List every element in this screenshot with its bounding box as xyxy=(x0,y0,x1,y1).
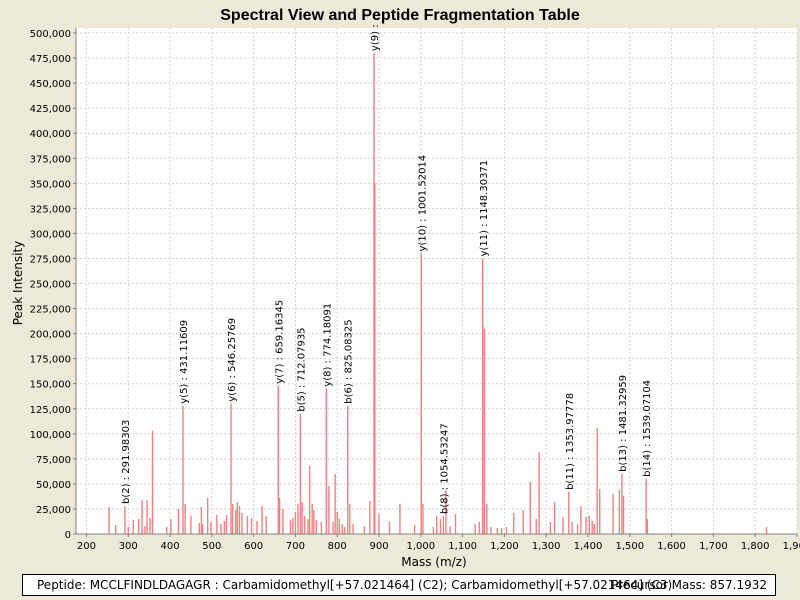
x-tick-label: 1,200 xyxy=(490,541,519,552)
peptide-sequence-text: Peptide: MCCLFINDLDAGAGR : Carbamidometh… xyxy=(37,578,673,592)
y-axis-label: Peak Intensity xyxy=(11,241,25,326)
y-tick-label: 500,000 xyxy=(30,29,71,40)
y-tick-label: 425,000 xyxy=(30,104,71,115)
grid-lines xyxy=(76,28,798,534)
y-tick-label: 225,000 xyxy=(30,305,71,316)
peptide-info-box: Peptide: MCCLFINDLDAGAGR : Carbamidometh… xyxy=(22,574,776,596)
y-tick-label: 250,000 xyxy=(30,280,71,291)
peak-bars xyxy=(108,53,768,534)
peak-annotation-label: b(5) : 712.07935 xyxy=(296,327,307,411)
peak-annotation-label: y(7) : 659.16345 xyxy=(274,300,285,384)
axes xyxy=(75,28,797,535)
peak-annotation-label: y(6) : 546.25769 xyxy=(227,318,238,402)
chart-title: Spectral View and Peptide Fragmentation … xyxy=(220,7,580,24)
x-tick-label: 1,700 xyxy=(699,541,728,552)
peak-annotation-label: b(14) : 1539.07104 xyxy=(642,380,653,477)
y-tick-label: 100,000 xyxy=(30,430,71,441)
x-tick-label: 700 xyxy=(286,541,305,552)
y-tick-label: 75,000 xyxy=(36,455,71,466)
peak-annotation-label: b(6) : 825.08325 xyxy=(344,319,355,403)
peak-annotation-label: b(13) : 1481.32959 xyxy=(618,375,629,472)
y-tick-label: 175,000 xyxy=(30,355,71,366)
peak-annotation-label: y(8) : 774.18091 xyxy=(322,303,333,387)
y-tick-labels: 0 25,000 50,000 75,000 100,000 125,000 150,000… xyxy=(30,29,76,541)
x-tick-label: 1,600 xyxy=(657,541,686,552)
y-tick-label: 0 xyxy=(65,530,71,541)
x-tick-label: 800 xyxy=(328,541,347,552)
y-tick-label: 50,000 xyxy=(36,480,71,491)
y-tick-label: 475,000 xyxy=(30,54,71,65)
x-tick-label: 900 xyxy=(369,541,388,552)
peak-annotation-label: b(2) : 291.98303 xyxy=(121,420,132,504)
x-tick-label: 1,400 xyxy=(574,541,603,552)
peak-annotation-label: y(5) : 431.11609 xyxy=(179,320,190,404)
peak-annotation-label: y(9) : xyxy=(370,24,381,51)
x-tick-label: 300 xyxy=(119,541,138,552)
y-tick-label: 300,000 xyxy=(30,229,71,240)
y-tick-label: 200,000 xyxy=(30,330,71,341)
x-tick-label: 1,000 xyxy=(407,541,436,552)
peak-annotation-label: b(8) : 1054.53247 xyxy=(440,423,451,514)
x-tick-label: 600 xyxy=(244,541,263,552)
x-tick-label: 400 xyxy=(160,541,179,552)
precursor-mass-text: Precursor Mass: 857.1932 xyxy=(611,578,767,592)
y-tick-label: 275,000 xyxy=(30,254,71,265)
y-tick-label: 400,000 xyxy=(30,129,71,140)
x-tick-label: 200 xyxy=(77,541,96,552)
peak-annotation-label: y(10) : 1001.52014 xyxy=(417,155,428,252)
x-tick-label: 1,800 xyxy=(741,541,770,552)
peak-annotation-label: y(11) : 1148.30371 xyxy=(479,160,490,257)
y-tick-label: 150,000 xyxy=(30,380,71,391)
x-tick-labels: 200 300 400 500 600 700 800 900 1,000 1,100 1,200 1… xyxy=(77,534,800,552)
plot-area xyxy=(76,28,797,534)
y-tick-label: 375,000 xyxy=(30,154,71,165)
x-tick-label: 1,900 xyxy=(783,541,800,552)
x-axis-label: Mass (m/z) xyxy=(401,555,466,569)
y-tick-label: 125,000 xyxy=(30,405,71,416)
y-tick-label: 325,000 xyxy=(30,204,71,215)
x-tick-label: 1,100 xyxy=(448,541,477,552)
peak-annotation-label: b(11) : 1353.97778 xyxy=(565,393,576,490)
x-tick-label: 1,500 xyxy=(615,541,644,552)
y-tick-label: 25,000 xyxy=(36,505,71,516)
y-tick-label: 450,000 xyxy=(30,79,71,90)
peak-annotations: b(2) : 291.98303 y(5) : 431.11609 y(6) : 5… xyxy=(121,24,653,514)
x-tick-label: 1,300 xyxy=(532,541,561,552)
y-tick-label: 350,000 xyxy=(30,179,71,190)
x-tick-label: 500 xyxy=(202,541,221,552)
